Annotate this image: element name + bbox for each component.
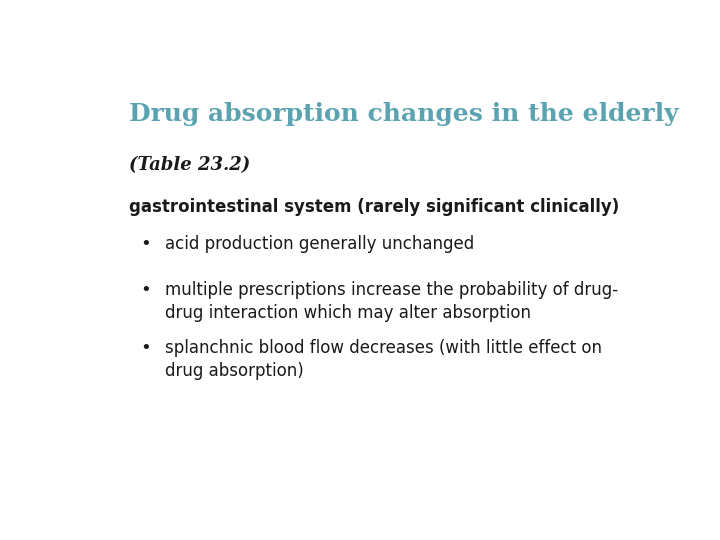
Text: multiple prescriptions increase the probability of drug-
drug interaction which : multiple prescriptions increase the prob… xyxy=(166,281,618,322)
Text: •: • xyxy=(140,281,151,299)
Text: splanchnic blood flow decreases (with little effect on
drug absorption): splanchnic blood flow decreases (with li… xyxy=(166,339,603,380)
Text: gastrointestinal system (rarely significant clinically): gastrointestinal system (rarely signific… xyxy=(129,198,619,216)
Text: •: • xyxy=(140,339,151,357)
Text: •: • xyxy=(140,235,151,253)
Text: Drug absorption changes in the elderly: Drug absorption changes in the elderly xyxy=(129,102,679,126)
Text: (Table 23.2): (Table 23.2) xyxy=(129,156,251,174)
Text: acid production generally unchanged: acid production generally unchanged xyxy=(166,235,474,253)
